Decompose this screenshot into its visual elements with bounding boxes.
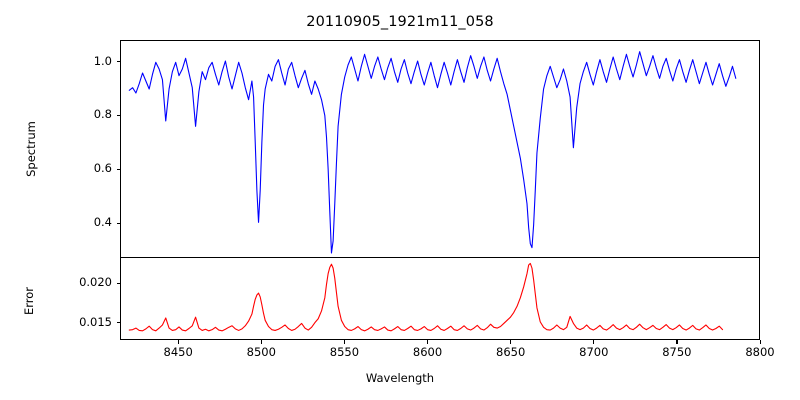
- error-plot-panel: [120, 258, 760, 340]
- x-tick-mark: [593, 340, 595, 344]
- spectrum-plot-panel: [120, 40, 760, 258]
- x-tick-label: 8700: [579, 345, 609, 359]
- y-tick-mark-spectrum: [116, 168, 120, 170]
- chart-title: 20110905_1921m11_058: [306, 14, 494, 30]
- y-tick-mark-error: [116, 282, 120, 284]
- x-tick-label: 8550: [329, 345, 360, 359]
- spectrum-trace: [129, 52, 736, 253]
- error-trace: [129, 263, 722, 330]
- y-tick-mark-error: [116, 322, 120, 324]
- x-tick-label: 8800: [745, 345, 775, 359]
- x-tick-label: 8450: [163, 345, 193, 359]
- y-axis-label-spectrum: Spectrum: [24, 121, 38, 177]
- x-tick-mark: [676, 340, 678, 344]
- x-tick-mark: [427, 340, 429, 344]
- y-tick-label-error: 0.015: [79, 314, 112, 329]
- x-tick-label: 8600: [412, 345, 443, 359]
- y-tick-mark-spectrum: [116, 61, 120, 63]
- y-tick-label-spectrum: 1.0: [93, 53, 112, 68]
- x-tick-label: 8750: [662, 345, 692, 359]
- x-tick-label: 8500: [246, 345, 276, 359]
- error-line-series: [121, 258, 759, 339]
- y-tick-label-spectrum: 0.6: [93, 161, 112, 176]
- x-tick-mark: [759, 340, 761, 344]
- y-tick-label-spectrum: 0.4: [93, 215, 112, 229]
- x-tick-mark: [510, 340, 512, 344]
- y-axis-label-error: Error: [22, 286, 36, 316]
- y-tick-mark-spectrum: [116, 222, 120, 224]
- y-tick-label-error: 0.020: [79, 275, 112, 290]
- x-tick-label: 8650: [496, 345, 526, 359]
- x-tick-mark: [260, 340, 262, 344]
- y-tick-label-spectrum: 0.8: [93, 107, 112, 122]
- y-tick-mark-spectrum: [116, 114, 120, 116]
- x-axis-label: Wavelength: [365, 371, 435, 385]
- x-tick-mark: [177, 340, 179, 344]
- x-tick-mark: [343, 340, 346, 344]
- spectrum-line-series: [121, 41, 759, 257]
